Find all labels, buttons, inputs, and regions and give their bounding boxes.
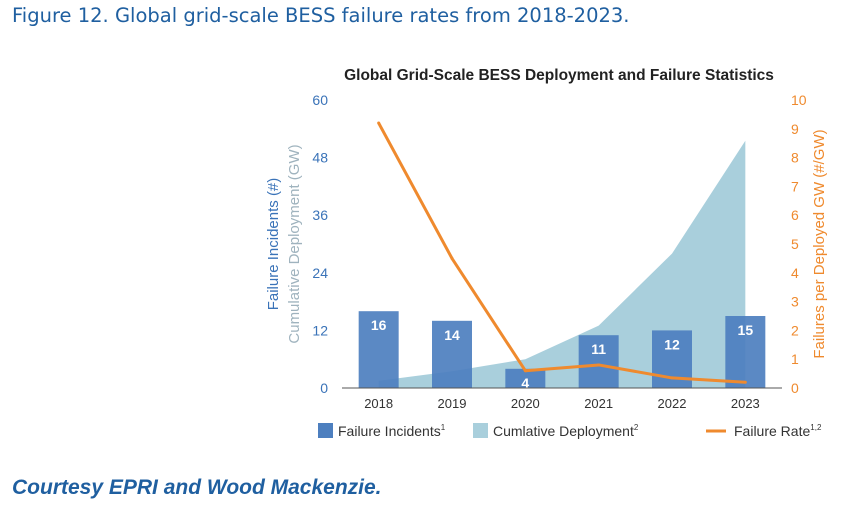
y-left-tick-24: 24	[312, 265, 328, 281]
y-left-tick-36: 36	[312, 207, 328, 223]
y-left-tick-12: 12	[312, 322, 328, 338]
figure-title: Figure 12. Global grid-scale BESS failur…	[12, 4, 630, 27]
x-tick-label-2023: 2023	[731, 396, 760, 411]
y-right-tick-3: 3	[791, 294, 799, 310]
x-tick-label-2019: 2019	[438, 396, 467, 411]
line-point-2021	[597, 363, 601, 367]
bar-label-2019: 14	[444, 327, 460, 343]
chart-title: Global Grid-Scale BESS Deployment and Fa…	[344, 67, 774, 84]
legend-label-line: Failure Rate1,2	[734, 423, 822, 439]
legend-label-bar: Failure Incidents1	[338, 423, 446, 439]
courtesy-note: Courtesy EPRI and Wood Mackenzie.	[12, 476, 382, 499]
y-left-tick-0: 0	[320, 380, 328, 396]
bar-label-2018: 16	[371, 317, 387, 333]
axis-layer: 2018 2019 2020 2021 2022 20230122436486001234…	[312, 92, 806, 411]
y-right-tick-2: 2	[791, 322, 799, 338]
y-right-tick-4: 4	[791, 265, 799, 281]
bar-2023	[725, 316, 766, 388]
legend: Failure Incidents1 Cumlative Deployment2…	[318, 423, 822, 439]
y-right-tick-1: 1	[791, 351, 799, 367]
y-right-tick-8: 8	[791, 150, 799, 166]
x-tick-label-2020: 2020	[511, 396, 540, 411]
y-left-label: Failure Incidents (#)	[265, 178, 282, 311]
bar-label-2023: 15	[738, 322, 754, 338]
area-cumulative-deployment	[378, 140, 746, 388]
bar-label-2021: 11	[591, 341, 606, 357]
bar-2018	[358, 311, 399, 388]
bar-2021	[578, 335, 619, 388]
line-failure-rate	[377, 122, 746, 384]
bar-2019	[432, 320, 472, 388]
y-left-secondary-label: Cumulative Deployment (GW)	[286, 144, 303, 343]
y-right-tick-0: 0	[791, 380, 799, 396]
y-right-label: Failures per Deployed GW (#/GW)	[811, 129, 828, 358]
y-right-tick-6: 6	[791, 207, 799, 223]
bar-2020	[505, 368, 546, 388]
line-point-2023	[743, 380, 747, 384]
line-point-2019	[450, 256, 454, 260]
bar-label-2022: 12	[664, 336, 680, 352]
x-tick-label-2018: 2018	[364, 396, 393, 411]
line-layer	[377, 121, 747, 384]
legend-swatch-area	[473, 423, 488, 438]
line-point-2022	[670, 376, 674, 380]
y-right-tick-7: 7	[791, 178, 799, 194]
x-tick-label-2022: 2022	[658, 396, 687, 411]
bar-label-2020: 4	[521, 375, 529, 391]
line-point-2018	[377, 121, 381, 125]
y-right-tick-9: 9	[791, 121, 799, 137]
y-left-tick-48: 48	[312, 150, 328, 166]
area-layer	[378, 140, 746, 388]
y-right-tick-5: 5	[791, 236, 799, 252]
y-left-tick-60: 60	[312, 92, 328, 108]
bar-layer: 16 14 4 11 12 15	[358, 311, 766, 391]
line-point-2020	[523, 369, 527, 373]
y-right-tick-10: 10	[791, 92, 807, 108]
x-tick-label-2021: 2021	[584, 396, 613, 411]
legend-swatch-bar	[318, 423, 333, 438]
legend-label-area: Cumlative Deployment2	[493, 423, 639, 439]
